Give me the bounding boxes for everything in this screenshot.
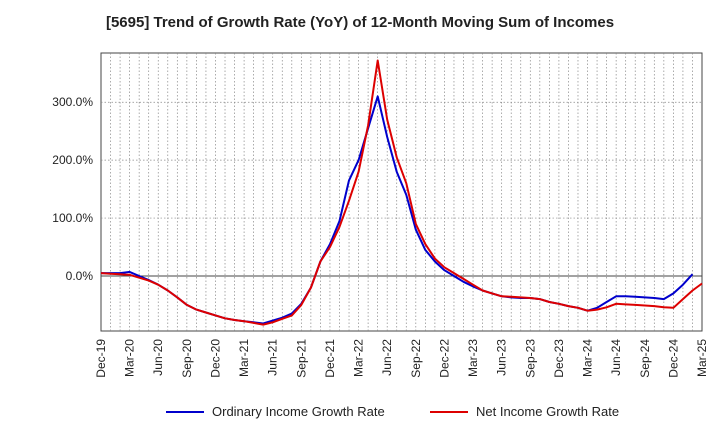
legend-label-net-income: Net Income Growth Rate	[476, 404, 620, 419]
x-tick-label: Mar-23	[466, 339, 480, 377]
x-tick-label: Sep-20	[180, 339, 194, 378]
x-tick-label: Mar-21	[237, 339, 251, 377]
x-tick-label: Mar-25	[695, 339, 709, 377]
legend-label-ordinary-income: Ordinary Income Growth Rate	[212, 404, 385, 419]
x-tick-label: Sep-24	[638, 339, 652, 378]
x-tick-label: Jun-21	[266, 339, 280, 376]
x-tick-label: Jun-23	[495, 339, 509, 376]
x-tick-label: Sep-23	[523, 339, 537, 378]
grid	[100, 52, 703, 332]
x-tick-label: Dec-20	[208, 339, 222, 378]
x-tick-label: Sep-21	[294, 339, 308, 378]
axes: 0.0% 100.0% 200.0% 300.0% Dec-19 Mar-20 Jun-20…	[52, 95, 709, 377]
x-tick-label: Jun-24	[609, 339, 623, 376]
chart-title: [5695] Trend of Growth Rate (YoY) of 12-…	[105, 14, 615, 31]
x-tick-label: Dec-21	[323, 339, 337, 378]
y-tick-label: 100.0%	[52, 211, 93, 225]
series-lines	[100, 59, 703, 326]
x-tick-label: Jun-22	[380, 339, 394, 376]
x-tick-label: Mar-22	[352, 339, 366, 377]
legend-swatch-ordinary-income	[166, 410, 204, 413]
legend: Ordinary Income Growth Rate Net Income G…	[0, 404, 720, 426]
x-tick-label: Sep-22	[409, 339, 423, 378]
x-tick-label: Dec-22	[437, 339, 451, 378]
x-tick-label: Jun-20	[151, 339, 165, 376]
y-tick-label: 300.0%	[52, 95, 93, 109]
x-tick-label: Mar-20	[123, 339, 137, 377]
series-line-net-income	[100, 59, 703, 326]
y-tick-label: 200.0%	[52, 153, 93, 167]
x-tick-label: Dec-23	[552, 339, 566, 378]
legend-swatch-net-income	[430, 410, 468, 413]
y-tick-label: 0.0%	[66, 269, 94, 283]
x-tick-label: Mar-24	[581, 339, 595, 377]
legend-item-net-income: Net Income Growth Rate	[430, 404, 619, 419]
legend-item-ordinary-income: Ordinary Income Growth Rate	[166, 404, 385, 419]
x-tick-label: Dec-19	[94, 339, 108, 378]
plot-area	[100, 52, 703, 332]
x-tick-label: Dec-24	[666, 339, 680, 378]
